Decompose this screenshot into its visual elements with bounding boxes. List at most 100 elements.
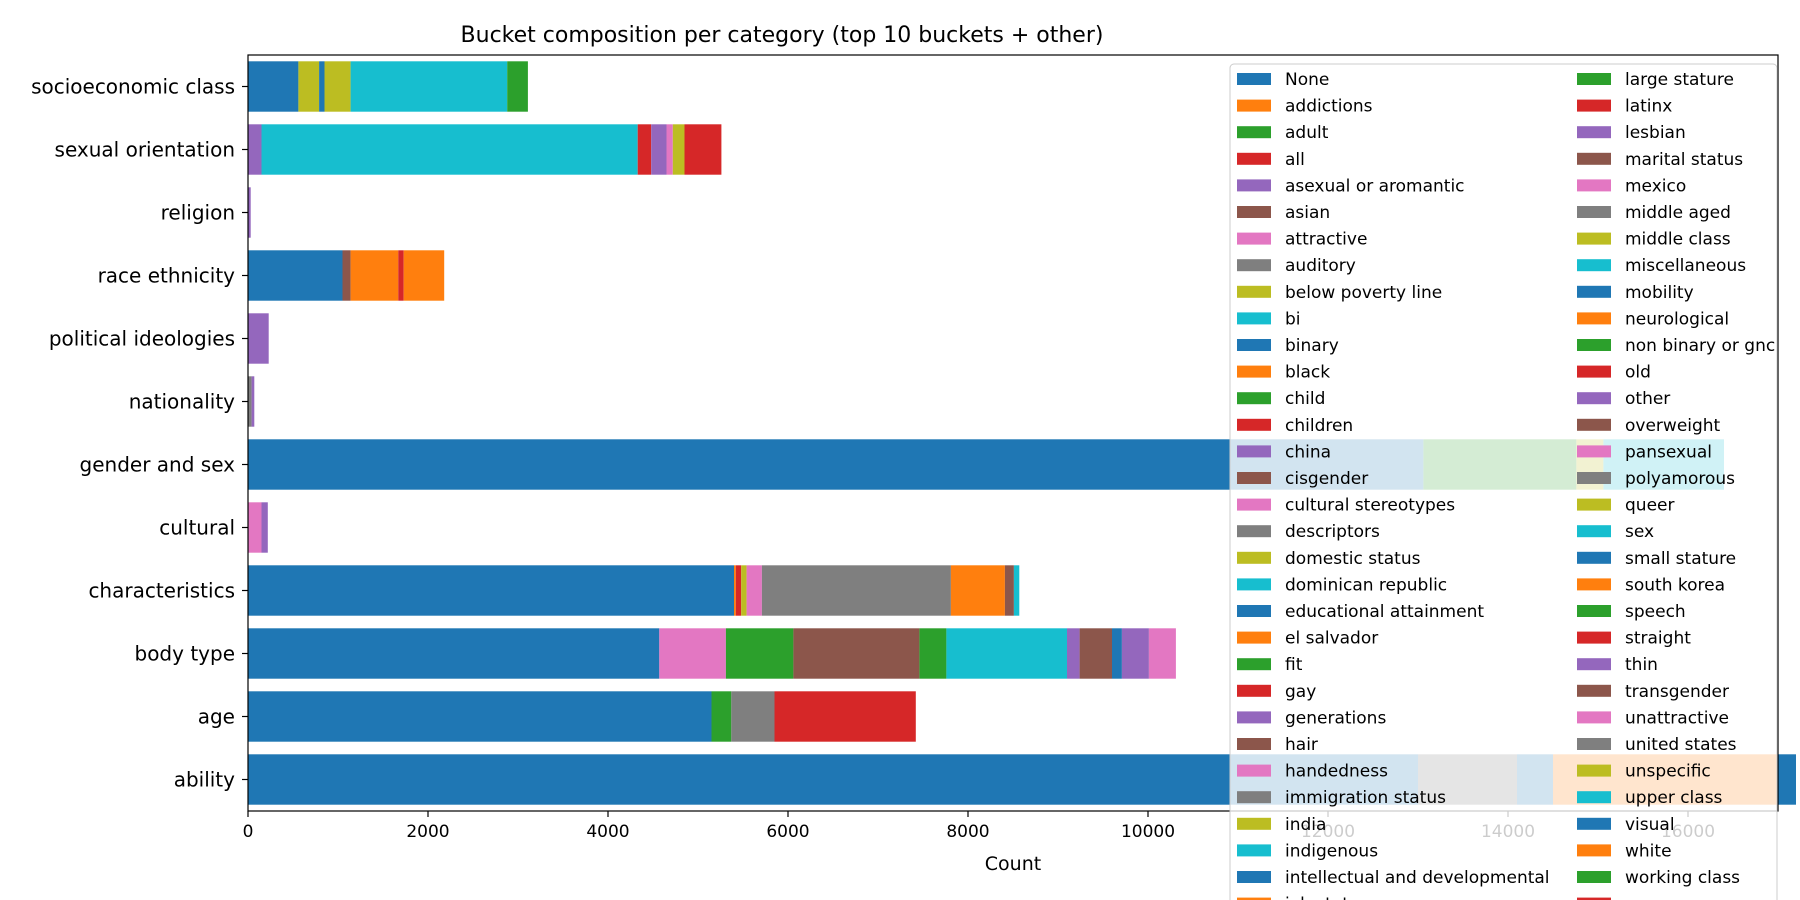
legend-swatch [1237, 445, 1271, 458]
legend-swatch [1577, 791, 1611, 804]
legend-entry-label: transgender [1625, 682, 1729, 702]
legend-swatch [1577, 365, 1611, 378]
bar-segment-race-ethnicity-latinx [398, 250, 404, 301]
bar-segment-sexual-orientation-lesbian [651, 124, 667, 175]
legend-entry-label: young [1625, 895, 1678, 900]
legend-swatch [1237, 817, 1271, 830]
bar-segment-cultural-other [261, 502, 268, 553]
y-tick-label: characteristics [88, 579, 235, 603]
legend-entry-label: immigration status [1285, 788, 1446, 808]
legend-entry-label: descriptors [1285, 522, 1380, 542]
bar-segment-age-adult [711, 691, 732, 742]
legend-entry-label: binary [1285, 336, 1339, 356]
bar-segment-characteristics-None [248, 565, 734, 616]
legend-swatch [1237, 418, 1271, 431]
legend-swatch [1237, 285, 1271, 298]
legend-entry-label: sex [1625, 522, 1654, 542]
legend-swatch [1237, 738, 1271, 750]
legend-swatch [1237, 791, 1271, 804]
y-tick-label: sexual orientation [55, 138, 235, 162]
legend-entry-label: None [1285, 70, 1329, 90]
bar-segment-sexual-orientation-asexual-or-aromantic [248, 124, 262, 175]
plot-area-frame [247, 54, 1779, 812]
legend-entry-label: below poverty line [1285, 283, 1442, 303]
bar-segment-religion-other [248, 187, 251, 238]
x-tick-label: 8000 [946, 822, 989, 842]
legend-entry-label: working class [1625, 868, 1740, 888]
legend-entry-label: straight [1625, 629, 1691, 649]
legend-entry-label: cultural stereotypes [1285, 496, 1455, 516]
legend-entry-label: auditory [1285, 256, 1356, 276]
legend-entry-label: miscellaneous [1625, 256, 1746, 276]
legend-entry-label: queer [1625, 496, 1674, 516]
legend-entry-label: attractive [1285, 230, 1367, 250]
y-tick-label: socioeconomic class [31, 75, 235, 99]
bar-segment-characteristics-marital-status [1004, 565, 1014, 616]
legend-entry-label: indigenous [1285, 841, 1378, 861]
legend-swatch [1577, 152, 1611, 165]
legend-entry-label: black [1285, 363, 1330, 383]
legend-swatch [1237, 126, 1271, 139]
bar-segment-sexual-orientation-queer [672, 124, 685, 175]
legend-entry-label: south korea [1625, 575, 1725, 595]
legend-swatch [1577, 551, 1611, 564]
legend-entry-label: children [1285, 416, 1353, 436]
bar-segment-characteristics-job-status [950, 565, 1005, 616]
legend-swatch [1237, 764, 1271, 777]
legend-swatch [1237, 312, 1271, 325]
y-tick-label: race ethnicity [98, 264, 236, 288]
legend-entry-label: asian [1285, 203, 1330, 223]
bar-segment-cultural-cultural-stereotypes [248, 502, 262, 553]
legend-entry-label: pansexual [1625, 442, 1712, 462]
y-tick-label: political ideologies [49, 327, 235, 351]
legend-swatch [1577, 206, 1611, 218]
legend-entry-label: educational attainment [1285, 602, 1484, 622]
legend-swatch [1577, 684, 1611, 697]
legend-entry-label: el salvador [1285, 629, 1378, 649]
legend-swatch [1237, 339, 1271, 351]
y-tick-label: gender and sex [80, 453, 236, 477]
bar-segment-socioeconomic-class-below-poverty-line [298, 61, 320, 112]
bar-segment-ability-visual [1778, 754, 1796, 805]
legend-entry-label: handedness [1285, 762, 1388, 782]
bar-segment-socioeconomic-class-working-class [507, 61, 528, 112]
legend-entry-label: gay [1285, 682, 1316, 702]
legend-swatch [1237, 392, 1271, 405]
legend-entry-label: polyamorous [1625, 469, 1735, 489]
legend-entry-label: thin [1625, 655, 1658, 675]
bar-segment-body-type-thin [1121, 628, 1149, 679]
legend-entry-label: asexual or aromantic [1285, 176, 1465, 196]
legend-entry-label: unattractive [1625, 708, 1729, 728]
bar-segment-characteristics-children [735, 565, 742, 616]
bar-segment-age-None [248, 691, 712, 742]
legend-swatch [1577, 844, 1611, 857]
legend-swatch [1577, 605, 1611, 617]
bar-segment-race-ethnicity-None [248, 250, 343, 301]
legend-entry-label: cisgender [1285, 469, 1368, 489]
y-tick-label: cultural [159, 516, 235, 540]
bar-segment-political-ideologies-other [248, 313, 269, 364]
bar-segment-body-type-hair [793, 628, 920, 679]
x-tick-label: 0 [243, 822, 254, 842]
legend-swatch [1577, 498, 1611, 511]
legend-entry-label: marital status [1625, 150, 1743, 170]
bar-segment-race-ethnicity-asian [342, 250, 351, 301]
legend-entry-label: united states [1625, 735, 1737, 755]
bar-segment-body-type-large-stature [919, 628, 947, 679]
legend-swatch [1237, 259, 1271, 272]
bar-segment-nationality-other [251, 376, 255, 427]
legend: None addictions adult all asexual or aromant… [1229, 63, 1778, 900]
legend-swatch [1237, 631, 1271, 644]
bar-segment-gender-and-sex-None [248, 439, 1418, 490]
legend-swatch [1577, 392, 1611, 405]
legend-entry-label: adult [1285, 123, 1329, 143]
legend-entry-label: unspecific [1625, 762, 1711, 782]
legend-entry-label: latinx [1625, 97, 1672, 117]
legend-swatch [1577, 764, 1611, 777]
legend-swatch [1577, 445, 1611, 458]
legend-swatch [1237, 525, 1271, 538]
legend-entry-label: job status [1284, 895, 1369, 900]
y-axis-ticks: ability age body type characteristics cultur… [31, 75, 248, 792]
y-tick-label: body type [135, 642, 236, 666]
